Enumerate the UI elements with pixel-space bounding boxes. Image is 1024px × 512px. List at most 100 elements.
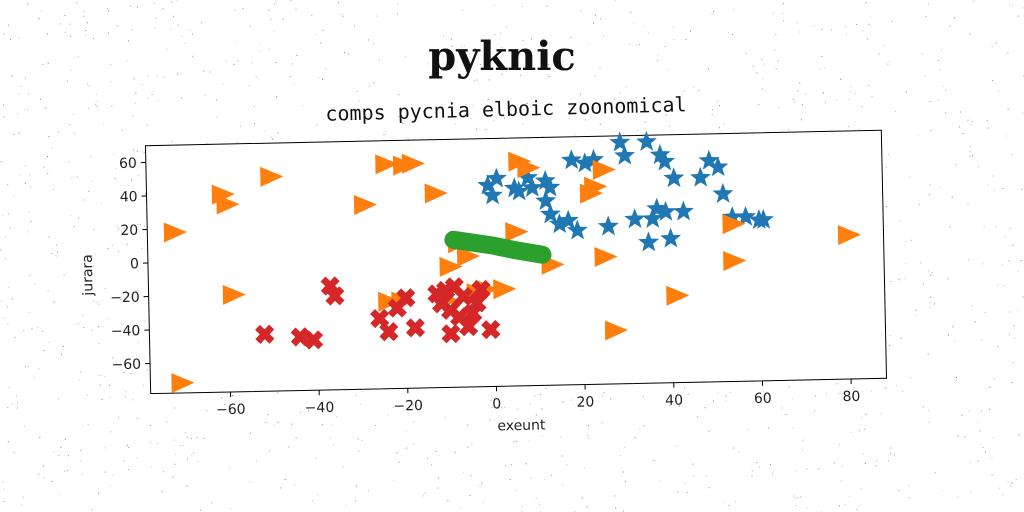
noise-speck (722, 501, 724, 503)
noise-speck (7, 407, 9, 409)
noise-speck (109, 485, 111, 487)
noise-speck (546, 5, 548, 7)
noise-speck (1011, 382, 1013, 384)
noise-speck (856, 23, 857, 25)
noise-speck (27, 108, 29, 110)
noise-speck (871, 96, 873, 98)
noise-speck (839, 505, 840, 507)
noise-speck (42, 63, 44, 65)
noise-speck (83, 15, 85, 17)
noise-speck (191, 438, 193, 440)
noise-speck (98, 304, 100, 305)
noise-speck (824, 67, 826, 69)
noise-speck (166, 421, 168, 423)
noise-speck (756, 462, 758, 464)
noise-speck (915, 309, 917, 311)
noise-speck (473, 80, 475, 82)
noise-speck (344, 52, 346, 54)
noise-speck (404, 56, 406, 57)
noise-speck (909, 377, 911, 379)
noise-speck (435, 451, 437, 452)
noise-speck (11, 403, 13, 405)
noise-speck (833, 462, 835, 464)
noise-speck (104, 376, 106, 378)
noise-speck (850, 91, 852, 93)
noise-speck (53, 188, 54, 190)
noise-speck (155, 17, 157, 19)
noise-speck (136, 6, 138, 8)
noise-speck (398, 94, 400, 96)
noise-speck (588, 42, 590, 44)
noise-speck (147, 75, 149, 77)
noise-speck (174, 407, 176, 409)
noise-speck (619, 455, 621, 456)
noise-speck (788, 129, 789, 131)
noise-speck (398, 116, 400, 118)
noise-speck (467, 446, 469, 448)
noise-speck (1009, 311, 1011, 313)
noise-speck (865, 413, 867, 415)
noise-speck (868, 85, 870, 86)
x-point-stroke (467, 293, 487, 313)
noise-speck (989, 386, 991, 388)
noise-speck (566, 69, 568, 71)
noise-speck (570, 37, 572, 39)
noise-speck (515, 489, 517, 491)
noise-speck (570, 98, 572, 100)
noise-speck (69, 35, 71, 37)
noise-speck (277, 132, 279, 134)
noise-speck (972, 155, 973, 157)
triangle-point (604, 320, 628, 341)
noise-speck (56, 244, 58, 246)
noise-speck (668, 69, 670, 71)
noise-speck (192, 452, 194, 454)
x-point (471, 279, 491, 300)
noise-speck (898, 279, 900, 281)
noise-speck (762, 78, 764, 80)
triangle-point (260, 166, 284, 187)
noise-speck (289, 76, 291, 78)
noise-speck (561, 455, 563, 457)
noise-speck (128, 469, 129, 470)
noise-speck (38, 473, 40, 475)
noise-speck (492, 120, 494, 122)
noise-speck (571, 66, 573, 68)
noise-speck (128, 447, 130, 448)
noise-speck (248, 85, 250, 87)
noise-speck (639, 44, 640, 46)
noise-speck (87, 22, 89, 24)
noise-speck (841, 465, 843, 467)
noise-speck (180, 73, 181, 75)
noise-speck (18, 37, 20, 39)
noise-speck (368, 39, 369, 41)
x-axis: −60 −40 −20 0 20 40 60 80 (216, 378, 861, 418)
noise-speck (3, 488, 5, 490)
noise-speck (1009, 228, 1011, 230)
noise-speck (1011, 4, 1013, 6)
noise-speck (3, 317, 5, 319)
noise-speck (574, 134, 576, 136)
noise-speck (256, 460, 257, 462)
noise-speck (92, 266, 94, 267)
noise-speck (479, 485, 481, 487)
noise-speck (995, 226, 997, 228)
noise-speck (329, 437, 331, 439)
noise-speck (126, 243, 128, 245)
noise-speck (1017, 309, 1019, 311)
noise-speck (494, 34, 496, 35)
x-point (441, 324, 461, 344)
noise-speck (176, 0, 178, 2)
noise-speck (727, 505, 729, 506)
noise-speck (571, 105, 573, 107)
noise-speck (325, 68, 327, 70)
noise-speck (135, 92, 137, 94)
noise-speck (678, 405, 680, 407)
noise-speck (850, 431, 852, 433)
noise-speck (490, 399, 492, 401)
noise-speck (8, 286, 10, 288)
x-tick-label: −40 (305, 400, 335, 417)
noise-speck (930, 296, 932, 298)
noise-speck (971, 305, 973, 306)
noise-speck (526, 103, 528, 104)
noise-speck (73, 226, 75, 228)
